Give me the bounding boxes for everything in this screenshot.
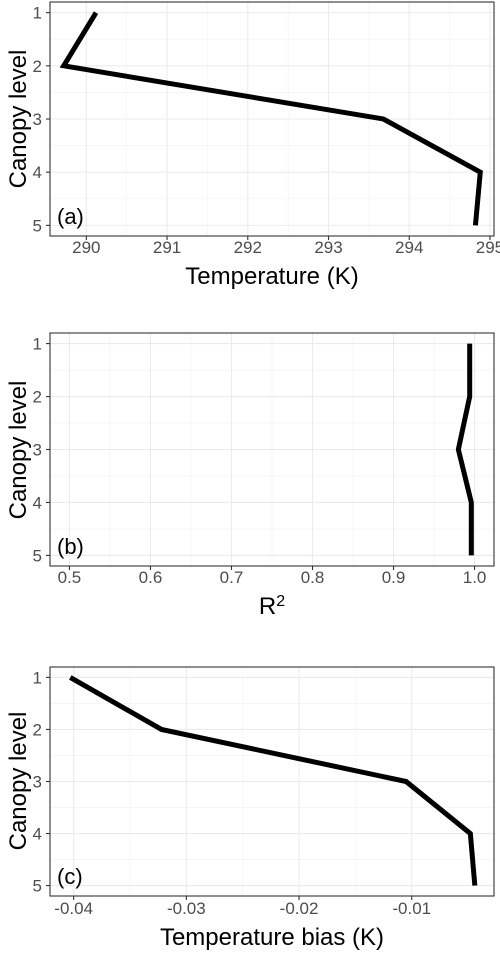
x-tick-label: 295 [476, 238, 500, 257]
x-axis-title: Temperature bias (K) [160, 924, 384, 951]
y-tick-label: 3 [33, 773, 42, 792]
y-tick-label: 5 [33, 877, 42, 896]
y-tick-label: 2 [33, 57, 42, 76]
x-tick-label: -0.04 [54, 899, 93, 918]
x-tick-label: 294 [395, 238, 423, 257]
panel-tag: (a) [57, 204, 84, 229]
x-axis-title-superscript: 2 [276, 593, 285, 610]
y-tick-label: 3 [33, 441, 42, 460]
x-tick-label: 0.6 [139, 568, 163, 587]
x-tick-label: 1.0 [463, 568, 487, 587]
y-tick-label: 4 [33, 163, 42, 182]
y-axis-title: Canopy level [5, 381, 32, 520]
panel-1: 290 291 292 293 294 295 1 2 3 4 5 Temperature (K) Ca… [5, 1, 500, 290]
series-line-1 [69, 675, 478, 886]
x-tick-label: 0.9 [382, 568, 406, 587]
y-tick-label: 5 [33, 546, 42, 565]
x-tick-label: -0.02 [280, 899, 319, 918]
y-tick-label: 1 [33, 4, 42, 23]
x-tick-label: 0.5 [58, 568, 82, 587]
x-axis-title: R2 [259, 593, 285, 621]
y-axis-title: Canopy level [5, 712, 32, 851]
y-tick-label: 1 [33, 668, 42, 687]
x-tick-label: -0.03 [167, 899, 206, 918]
y-axis-title: Canopy level [5, 50, 32, 189]
x-tick-label: 291 [153, 238, 181, 257]
x-tick-label: 293 [314, 238, 342, 257]
x-tick-label: 0.7 [220, 568, 244, 587]
panel-2: 0.5 0.6 0.7 0.8 0.9 1.0 1 2 3 4 5 R2 Canopy level (b) [5, 332, 495, 621]
series-line-1 [59, 11, 483, 226]
x-tick-label: 292 [234, 238, 262, 257]
y-tick-label: 4 [33, 825, 42, 844]
panel-3: -0.04 -0.03 -0.02 -0.01 1 2 3 4 5 Temperature bia… [5, 666, 495, 951]
panel-tag: (c) [57, 864, 83, 889]
y-tick-label: 2 [33, 720, 42, 739]
y-tick-label: 5 [33, 216, 42, 235]
y-tick-label: 2 [33, 388, 42, 407]
y-tick-label: 4 [33, 493, 42, 512]
x-tick-label: -0.01 [392, 899, 431, 918]
y-tick-label: 1 [33, 335, 42, 354]
x-axis-title: Temperature (K) [185, 263, 358, 290]
x-tick-label: 290 [72, 238, 100, 257]
series-line-1 [455, 343, 474, 556]
x-tick-label: 0.8 [301, 568, 325, 587]
y-tick-label: 3 [33, 110, 42, 129]
panel-tag: (b) [57, 534, 84, 559]
